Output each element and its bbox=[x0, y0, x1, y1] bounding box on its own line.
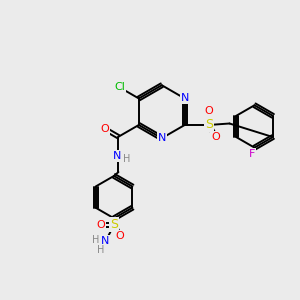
Text: F: F bbox=[248, 148, 255, 158]
Text: H: H bbox=[92, 235, 99, 244]
Text: H: H bbox=[97, 245, 104, 255]
Text: N: N bbox=[158, 133, 166, 143]
Text: O: O bbox=[205, 106, 213, 116]
Text: O: O bbox=[100, 124, 109, 134]
Text: O: O bbox=[211, 132, 220, 142]
Text: O: O bbox=[115, 231, 124, 241]
Text: Cl: Cl bbox=[114, 82, 125, 92]
Text: N: N bbox=[181, 94, 189, 103]
Text: N: N bbox=[101, 236, 110, 246]
Text: O: O bbox=[96, 220, 105, 230]
Text: H: H bbox=[123, 154, 130, 164]
Text: S: S bbox=[205, 118, 213, 131]
Text: N: N bbox=[113, 151, 121, 161]
Text: S: S bbox=[110, 218, 118, 231]
